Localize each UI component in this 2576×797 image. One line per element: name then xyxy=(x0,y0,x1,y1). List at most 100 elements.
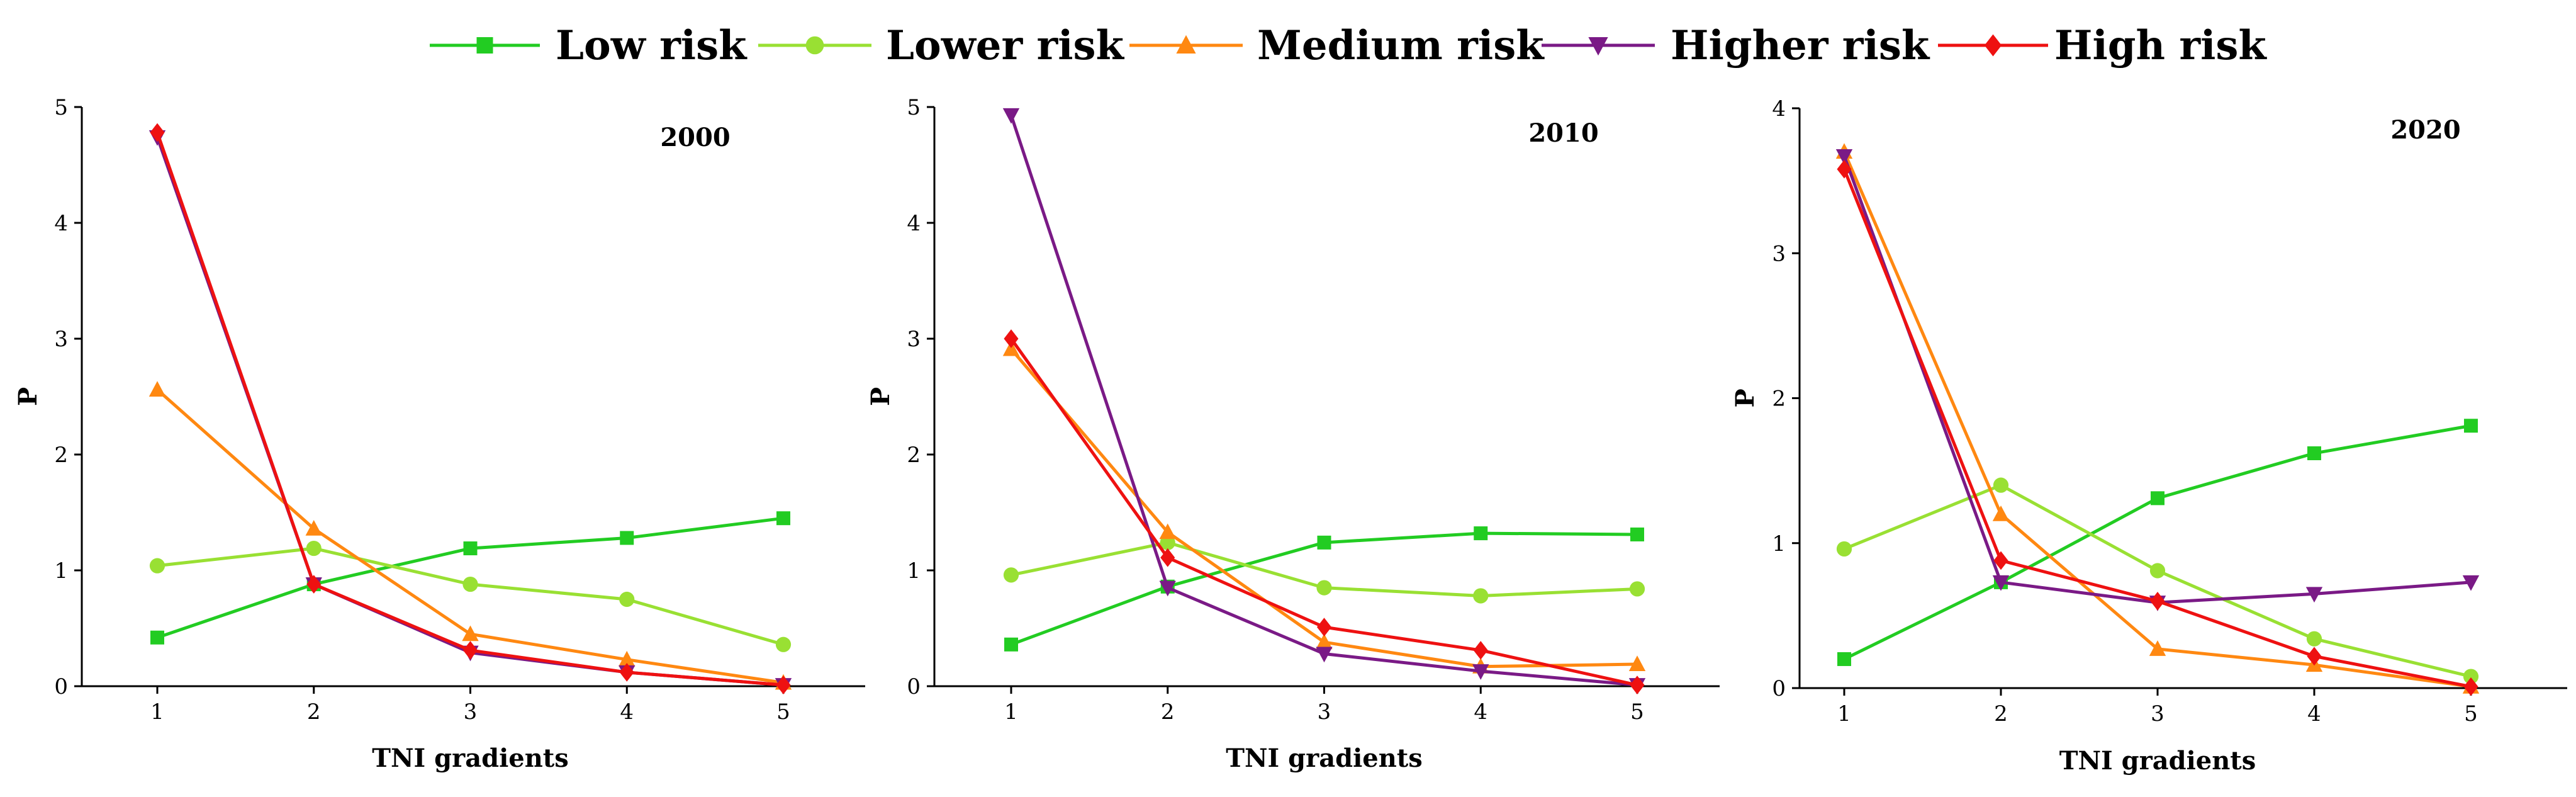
data-point-higher-risk xyxy=(2305,587,2323,603)
data-point-medium-risk xyxy=(2149,640,2166,656)
data-point-medium-risk xyxy=(305,520,322,536)
y-axis-title: P xyxy=(866,387,895,406)
x-tick-label: 2 xyxy=(1994,701,2008,726)
data-point-low-risk xyxy=(1630,527,1644,541)
data-point-high-risk xyxy=(2307,647,2322,666)
legend: Low risk Lower risk Medium risk Higher risk… xyxy=(430,22,2267,69)
y-axis-title: P xyxy=(1730,388,1760,407)
data-point-medium-risk xyxy=(1316,633,1333,650)
chart-panel-2020: 0 1 2 3 4 1 2 3 4 5 TNI gradients P 2020 xyxy=(1730,96,2567,776)
x-axis-title: TNI gradients xyxy=(372,743,569,773)
data-point-higher-risk xyxy=(1002,108,1020,124)
data-point-high-risk xyxy=(1837,159,1852,179)
data-point-high-risk xyxy=(1004,329,1019,348)
data-point-high-risk xyxy=(1993,551,2008,570)
legend-marker-higher-risk xyxy=(1588,37,1608,56)
legend-item-high-risk: High risk xyxy=(1938,22,2267,69)
data-point-higher-risk xyxy=(1472,664,1489,680)
y-tick-label: 2 xyxy=(1772,387,1786,412)
y-tick-label: 0 xyxy=(54,674,68,699)
data-point-higher-risk xyxy=(1835,149,1853,165)
data-point-lower-risk xyxy=(775,636,792,652)
legend-marker-high-risk xyxy=(1984,34,2002,57)
data-point-high-risk xyxy=(150,123,165,142)
y-tick-label: 0 xyxy=(907,674,921,699)
data-point-lower-risk xyxy=(2306,631,2322,647)
data-point-medium-risk xyxy=(148,381,166,397)
data-point-high-risk xyxy=(306,575,322,594)
x-tick-label: 4 xyxy=(620,699,634,725)
data-point-high-risk xyxy=(1473,641,1488,660)
data-point-medium-risk xyxy=(1159,523,1176,540)
x-tick-label: 5 xyxy=(776,699,790,725)
x-tick-label: 3 xyxy=(1318,699,1331,725)
data-point-medium-risk xyxy=(1628,655,1646,672)
y-tick-label: 3 xyxy=(907,327,921,352)
x-axis-title: TNI gradients xyxy=(1226,743,1423,773)
series-line-low-risk xyxy=(1843,424,2472,661)
x-tick-label: 2 xyxy=(1161,699,1175,725)
legend-label-higher-risk: Higher risk xyxy=(1671,22,1930,69)
series-lower-risk xyxy=(149,540,792,652)
data-point-low-risk xyxy=(1004,637,1018,652)
x-tick-label: 1 xyxy=(1837,701,1851,726)
y-tick-label: 1 xyxy=(907,558,921,584)
legend-marker-lower-risk xyxy=(805,36,824,55)
series-line-higher-risk xyxy=(155,137,784,687)
y-tick-label: 5 xyxy=(54,95,68,120)
legend-label-medium-risk: Medium risk xyxy=(1257,22,1545,69)
x-axis-title: TNI gradients xyxy=(2059,746,2256,776)
data-point-lower-risk xyxy=(2149,563,2166,579)
legend-label-high-risk: High risk xyxy=(2054,22,2267,69)
data-point-higher-risk xyxy=(1316,647,1333,663)
series-line-higher-risk xyxy=(1842,155,2472,604)
x-tick-label: 1 xyxy=(150,699,164,725)
data-point-medium-risk xyxy=(619,650,636,667)
y-tick-label: 5 xyxy=(907,95,921,120)
series-higher-risk xyxy=(1835,149,2480,611)
series-line-higher-risk xyxy=(1009,115,1638,687)
data-point-low-risk xyxy=(463,541,478,556)
chart-panel-2000: 0 1 2 3 4 5 1 2 3 4 5 TNI gradients P 2000 xyxy=(13,95,865,773)
data-point-lower-risk xyxy=(1629,581,1645,597)
legend-item-low-risk: Low risk xyxy=(430,22,748,69)
y-tick-label: 1 xyxy=(1772,531,1786,557)
data-point-lower-risk xyxy=(1316,580,1332,596)
x-tick-label: 4 xyxy=(1474,699,1487,725)
y-tick-label: 4 xyxy=(907,211,921,236)
data-point-low-risk xyxy=(620,531,634,545)
data-point-lower-risk xyxy=(306,540,322,557)
data-point-lower-risk xyxy=(2463,669,2479,684)
series-medium-risk xyxy=(148,381,792,690)
legend-label-lower-risk: Lower risk xyxy=(886,22,1125,69)
data-point-higher-risk xyxy=(1992,575,2010,591)
data-point-high-risk xyxy=(462,641,478,660)
x-tick-label: 1 xyxy=(1004,699,1018,725)
y-axis-title: P xyxy=(13,387,43,406)
data-point-medium-risk xyxy=(1002,340,1020,356)
x-tick-label: 3 xyxy=(2151,701,2164,726)
data-point-high-risk xyxy=(619,663,634,682)
y-tick-label: 2 xyxy=(54,443,68,468)
x-tick-label: 5 xyxy=(1630,699,1644,725)
data-point-low-risk xyxy=(2307,446,2321,460)
legend-marker-low-risk xyxy=(476,37,493,54)
series-lower-risk xyxy=(1836,477,2479,684)
year-annotation: 2000 xyxy=(660,123,730,152)
data-point-lower-risk xyxy=(149,558,165,574)
data-point-low-risk xyxy=(1474,526,1488,541)
x-tick-label: 3 xyxy=(464,699,478,725)
legend-item-medium-risk: Medium risk xyxy=(1129,22,1545,69)
year-annotation: 2020 xyxy=(2390,115,2460,145)
y-tick-label: 3 xyxy=(1772,241,1786,266)
data-point-lower-risk xyxy=(1993,477,2009,493)
data-point-low-risk xyxy=(1317,535,1331,550)
data-point-lower-risk xyxy=(462,576,478,592)
y-tick-label: 0 xyxy=(1772,676,1786,701)
data-point-low-risk xyxy=(776,511,790,526)
data-point-low-risk xyxy=(2151,491,2164,506)
data-point-higher-risk xyxy=(1159,580,1176,597)
x-tick-label: 2 xyxy=(307,699,321,725)
